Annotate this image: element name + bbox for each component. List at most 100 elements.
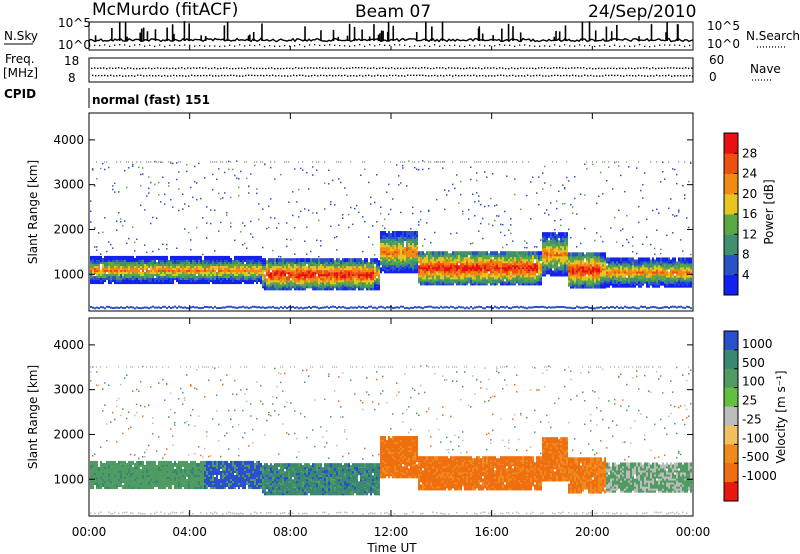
echo-cell [328,278,330,283]
echo-cell [394,237,396,242]
echo-cell [404,249,406,254]
echo-cell [582,254,584,259]
echo-cell [324,284,326,289]
echo-cell [528,265,530,270]
echo-cell [190,276,192,281]
echo-cell [340,260,342,265]
echo-cell [314,262,316,267]
echo-cell [412,259,414,264]
echo-cell [496,269,498,274]
nave-dot [260,74,262,77]
echo-cell [300,270,302,275]
nave-dot [467,74,469,77]
echo-cell [224,259,226,264]
echo-cell [336,260,338,265]
noise-search-dot [639,44,641,46]
echo-cell [326,266,328,271]
echo-cell [410,261,412,266]
ground-cell [392,306,394,309]
echo-cell [402,269,404,274]
echo-cell [564,266,566,271]
scatter-cell [98,232,100,234]
echo-cell [316,266,318,271]
echo-cell [354,282,356,287]
echo-cell [390,261,392,266]
echo-cell [486,265,488,270]
echo-cell [370,266,372,271]
echo-cell [546,258,548,263]
echo-cell [164,265,166,270]
freq-dot [601,67,603,70]
echo-cell [444,279,446,284]
echo-cell [566,240,568,245]
echo-cell [544,264,546,269]
echo-cell [240,255,242,260]
echo-cell [234,280,236,285]
echo-cell [408,251,410,256]
echo-cell [524,259,526,264]
echo-cell [290,258,292,263]
echo-cell [348,268,350,273]
echo-cell [426,257,428,262]
echo-cell [500,281,502,286]
echo-cell [518,271,520,276]
echo-cell [380,259,382,264]
noise-search-dot [399,44,401,46]
echo-cell [232,259,234,264]
echo-cell [408,253,410,258]
echo-cell [302,272,304,277]
freq-dot [145,67,147,70]
echo-cell [384,233,386,238]
echo-cell [184,276,186,281]
echo-cell [190,265,192,270]
echo-cell [508,281,510,286]
echo-cell [258,278,260,283]
echo-cell [492,267,494,272]
scatter-cell [148,187,150,190]
echo-cell [308,266,310,271]
echo-cell [134,280,136,285]
echo-cell [464,269,466,274]
echo-cell [412,235,414,240]
scatter-cell [576,213,578,215]
echo-cell [188,280,190,285]
echo-cell [578,276,580,281]
nave-dot [341,75,343,77]
scatter-cell [416,168,418,171]
echo-cell [520,257,522,262]
echo-cell [300,260,302,265]
scatter-cell [370,203,372,205]
echo-cell [328,262,330,267]
echo-cell [412,269,414,274]
echo-cell [192,270,194,275]
noise-search-dot [299,44,301,46]
echo-cell [600,252,602,257]
echo-cell [502,275,504,280]
echo-cell [430,251,432,256]
noise-search-dot [624,45,626,47]
cpid-label: CPID [4,87,36,101]
echo-cell [496,261,498,266]
noise-search-dot [554,44,556,46]
nave-dot [677,75,679,77]
echo-cell [380,253,382,258]
scatter-cell [140,185,142,187]
echo-cell [442,273,444,278]
echo-cell [194,272,196,277]
echo-cell [544,248,546,253]
echo-cell [566,262,568,267]
echo-cell [336,270,338,275]
echo-cell [428,257,430,262]
echo-cell [282,280,284,285]
nave-dot [158,74,160,77]
scatter-cell [470,178,472,181]
freq-dot [175,67,177,70]
echo-cell [408,237,410,242]
echo-cell [364,282,366,287]
ground-cell [524,306,526,309]
echo-cell [516,263,518,268]
noise-search-dot [309,44,311,46]
echo-cell [414,269,416,274]
echo-cell [336,268,338,273]
ground-cell [182,306,184,309]
